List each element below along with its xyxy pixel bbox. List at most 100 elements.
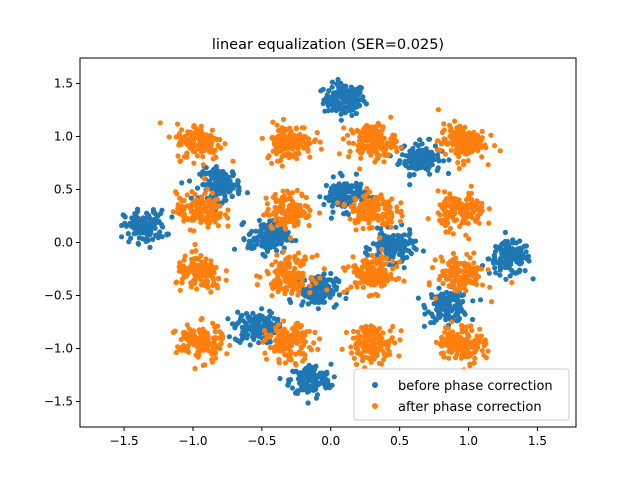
- scatter-point: [289, 290, 295, 296]
- scatter-point: [259, 237, 266, 243]
- scatter-point: [454, 318, 460, 324]
- scatter-point: [362, 124, 368, 130]
- scatter-point: [449, 319, 455, 325]
- scatter-point: [307, 154, 313, 160]
- scatter-point: [472, 206, 478, 212]
- scatter-point: [268, 281, 274, 287]
- scatter-point: [415, 143, 421, 149]
- scatter-point: [328, 270, 334, 277]
- scatter-point: [278, 270, 284, 276]
- scatter-point: [487, 284, 493, 290]
- scatter-point: [458, 355, 464, 361]
- scatter-point: [334, 187, 340, 193]
- scatter-point: [381, 341, 387, 347]
- scatter-point: [260, 225, 266, 231]
- scatter-point: [462, 204, 468, 210]
- scatter-point: [182, 253, 188, 259]
- scatter-point: [497, 148, 503, 154]
- scatter-point: [421, 302, 427, 308]
- scatter-point: [216, 173, 222, 180]
- scatter-point: [361, 334, 367, 340]
- scatter-point: [358, 201, 365, 207]
- scatter-point: [299, 270, 306, 276]
- scatter-point: [219, 185, 225, 191]
- scatter-point: [316, 336, 323, 342]
- scatter-point: [152, 210, 158, 216]
- scatter-point: [289, 339, 295, 345]
- scatter-point: [276, 239, 282, 245]
- scatter-point: [232, 336, 238, 342]
- scatter-point: [119, 234, 125, 240]
- scatter-point: [488, 132, 494, 138]
- scatter-point: [323, 182, 329, 189]
- scatter-point: [369, 225, 375, 231]
- scatter-point: [432, 295, 438, 302]
- scatter-point: [463, 354, 469, 360]
- scatter-point: [263, 195, 269, 201]
- y-tick-label: 0.5: [54, 182, 73, 196]
- scatter-point: [302, 352, 308, 358]
- scatter-point: [331, 280, 337, 286]
- scatter-point: [494, 260, 501, 266]
- scatter-point: [446, 122, 452, 128]
- scatter-point: [274, 197, 280, 203]
- scatter-point: [365, 252, 371, 258]
- scatter-point: [122, 214, 128, 220]
- scatter-point: [209, 190, 216, 196]
- scatter-point: [350, 208, 356, 214]
- scatter-point: [280, 216, 286, 222]
- scatter-point: [229, 193, 235, 199]
- scatter-point: [471, 273, 477, 279]
- scatter-point: [333, 285, 339, 291]
- scatter-point: [456, 154, 462, 160]
- scatter-point: [433, 316, 439, 323]
- scatter-point: [446, 300, 452, 306]
- scatter-point: [325, 107, 331, 114]
- scatter-point: [186, 338, 192, 344]
- scatter-point: [239, 312, 245, 318]
- y-tick-label: −0.5: [44, 289, 73, 303]
- scatter-point: [199, 315, 205, 322]
- scatter-point: [272, 348, 278, 354]
- scatter-point: [259, 306, 265, 312]
- scatter-point: [425, 309, 431, 315]
- scatter-point: [370, 333, 376, 339]
- scatter-point: [442, 136, 448, 142]
- scatter-point: [459, 212, 466, 218]
- scatter-point: [360, 94, 366, 100]
- scatter-point: [362, 330, 368, 336]
- scatter-point: [330, 209, 336, 215]
- scatter-point: [458, 129, 464, 135]
- scatter-point: [336, 292, 342, 298]
- scatter-point: [264, 248, 271, 254]
- scatter-point: [435, 188, 441, 194]
- scatter-point: [485, 162, 491, 168]
- scatter-point: [448, 258, 454, 264]
- scatter-point: [275, 289, 281, 295]
- scatter-point: [315, 346, 321, 352]
- scatter-point: [471, 260, 477, 266]
- scatter-point: [139, 236, 146, 242]
- series-layer: [119, 76, 536, 406]
- scatter-point: [430, 265, 436, 271]
- scatter-point: [218, 341, 224, 347]
- scatter-point: [397, 259, 403, 265]
- scatter-point: [214, 180, 220, 186]
- scatter-point: [287, 235, 294, 241]
- scatter-point: [474, 265, 481, 271]
- scatter-point: [408, 250, 414, 257]
- scatter-point: [415, 295, 421, 301]
- scatter-point: [478, 138, 484, 144]
- scatter-point: [286, 345, 292, 352]
- scatter-point: [257, 230, 263, 237]
- scatter-point: [436, 158, 442, 164]
- scatter-point: [464, 251, 470, 257]
- scatter-point: [396, 275, 402, 281]
- scatter-point: [247, 326, 254, 332]
- scatter-point: [184, 192, 190, 198]
- scatter-point: [133, 230, 139, 236]
- scatter-point: [464, 276, 470, 282]
- scatter-point: [193, 208, 199, 214]
- scatter-point: [291, 369, 297, 375]
- scatter-point: [460, 277, 466, 283]
